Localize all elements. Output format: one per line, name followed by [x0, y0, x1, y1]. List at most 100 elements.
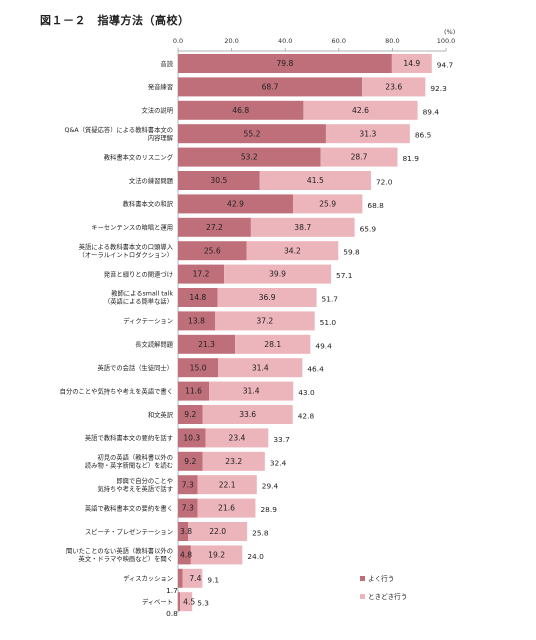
value-label-often: 9.2 — [184, 410, 196, 419]
bar-often — [178, 147, 321, 167]
total-label: 81.9 — [402, 154, 419, 163]
total-label: 59.8 — [343, 248, 360, 257]
value-label-often: 55.2 — [244, 129, 261, 138]
bar-often — [178, 381, 210, 401]
category-label: 英文・ドラマや映画など）を聞く — [79, 554, 173, 563]
value-label-sometimes: 42.6 — [352, 106, 369, 115]
value-label-often: 15.0 — [190, 363, 207, 372]
bar-sometimes — [197, 475, 257, 495]
bar-often — [178, 194, 293, 214]
bar-often — [178, 241, 247, 261]
value-label-often: 7.3 — [182, 480, 194, 489]
bar-often — [178, 545, 191, 565]
bar-sometimes — [362, 77, 426, 97]
total-label: 28.9 — [260, 505, 277, 514]
bar-sometimes — [320, 147, 398, 167]
category-label: 気持ちや考えを英語で話す — [97, 484, 173, 493]
bar-sometimes — [188, 522, 248, 541]
value-label-sometimes: 14.9 — [403, 59, 420, 68]
bar-often — [178, 358, 219, 378]
x-tick-label: 0.0 — [173, 37, 183, 45]
unit-label: (%) — [444, 28, 455, 36]
bar-often — [178, 264, 225, 284]
total-label: 68.8 — [367, 201, 384, 210]
bar-often — [178, 124, 326, 144]
category-label: 英語で教科書本文の要約を書く — [85, 503, 173, 512]
value-label-sometimes: 34.2 — [284, 246, 301, 255]
bar-sometimes — [182, 568, 203, 588]
value-label-sometimes: 21.6 — [218, 504, 235, 513]
value-label-often: 21.3 — [198, 340, 215, 349]
value-label-often: 3.8 — [180, 527, 192, 536]
category-label: （英語による簡単な話） — [104, 297, 173, 306]
category-label: 英語で教科書本文の要約を話す — [85, 433, 173, 442]
legend-label: よく行う — [368, 574, 394, 583]
total-label: 9.1 — [207, 575, 219, 584]
value-label-often: 42.9 — [227, 200, 244, 209]
total-label: 5.3 — [197, 599, 209, 608]
bar-sometimes — [259, 171, 371, 190]
category-label: キーセンテンスの暗唱と運用 — [91, 223, 173, 232]
bar-sometimes — [197, 498, 256, 518]
bar-often — [178, 475, 198, 495]
bar-often — [178, 498, 198, 518]
total-label: 24.0 — [247, 552, 264, 561]
category-label: 和文英訳 — [148, 410, 174, 419]
bar-often — [178, 171, 260, 190]
value-label-sometimes: 37.2 — [256, 317, 273, 326]
value-label-sometimes: 23.6 — [385, 83, 402, 92]
total-label: 32.4 — [270, 458, 287, 467]
total-label: 92.3 — [430, 84, 447, 93]
category-label: Q&A（質疑応答）による教科書本文の — [65, 125, 173, 134]
x-tick-label: 20.0 — [224, 37, 238, 45]
category-label: 音読 — [160, 59, 173, 68]
value-label-sometimes: 25.9 — [319, 200, 336, 209]
category-label: 英語での会話（生徒同士） — [97, 363, 173, 372]
bar-sometimes — [218, 358, 303, 378]
bar-sometimes — [325, 124, 410, 144]
bar-often — [178, 288, 218, 307]
value-label-often: 0.8 — [166, 609, 178, 618]
value-label-often: 68.7 — [262, 83, 279, 92]
total-label: 94.7 — [437, 61, 454, 70]
value-label-sometimes: 38.7 — [294, 223, 311, 232]
legend-label: ときどき行う — [368, 592, 407, 601]
bar-often — [178, 217, 251, 237]
chart-title: 図１－２ 指導方法（高校） — [40, 14, 190, 27]
value-label-sometimes: 31.3 — [359, 129, 376, 138]
category-label: 聞いたことのない英語（教科書以外の — [66, 546, 173, 555]
total-label: 25.8 — [252, 529, 269, 538]
bar-often — [178, 522, 189, 541]
x-tick-label: 40.0 — [278, 37, 292, 45]
value-label-often: 11.6 — [185, 387, 202, 396]
value-label-often: 14.8 — [189, 293, 206, 302]
category-label: 英語による教科書本文の口頭導入 — [79, 242, 174, 251]
x-tick-label: 100.0 — [437, 37, 456, 45]
total-label: 86.5 — [415, 131, 432, 140]
bar-sometimes — [214, 311, 315, 331]
category-label: 即興で自分のことや — [116, 476, 173, 485]
legend-swatch — [360, 576, 365, 581]
value-label-sometimes: 31.4 — [252, 363, 269, 372]
bar-sometimes — [303, 100, 418, 120]
category-label: ディクテーション — [123, 316, 173, 325]
category-label: （オーラルイントロダクション） — [79, 250, 173, 259]
category-label: 自分のことや気持ちや考えを英語で書く — [60, 386, 173, 395]
total-label: 42.8 — [298, 412, 315, 421]
bar-sometimes — [190, 545, 243, 565]
total-label: 49.4 — [315, 341, 332, 350]
category-label: ディスカッション — [123, 574, 173, 583]
bar-often — [178, 77, 363, 97]
bar-sometimes — [235, 334, 311, 354]
bar-sometimes — [250, 217, 355, 237]
value-label-often: 79.8 — [276, 59, 293, 68]
bar-sometimes — [209, 381, 294, 401]
bar-often — [178, 428, 206, 448]
total-label: 89.4 — [423, 107, 440, 116]
value-label-sometimes: 28.7 — [351, 153, 368, 162]
value-label-often: 46.8 — [232, 106, 249, 115]
total-label: 51.7 — [322, 295, 339, 304]
value-label-sometimes: 23.2 — [225, 457, 242, 466]
bar-often — [178, 311, 215, 331]
